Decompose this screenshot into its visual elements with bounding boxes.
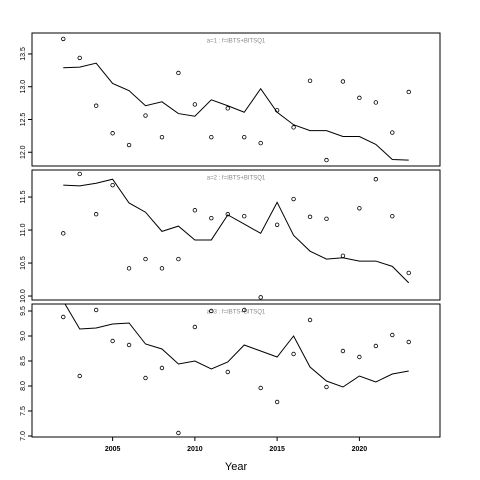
data-point	[307, 214, 313, 220]
data-point	[340, 253, 346, 258]
data-point	[258, 385, 263, 391]
data-point	[126, 342, 132, 348]
data-point	[307, 317, 313, 323]
data-point	[324, 384, 329, 390]
data-point	[373, 177, 379, 182]
data-point	[77, 55, 82, 61]
fit-line	[64, 304, 409, 388]
data-point	[126, 266, 132, 271]
panel-title: a=1 : f=IBTS+BITSQ1	[207, 39, 266, 45]
data-point	[390, 213, 395, 219]
panel-frame	[31, 169, 441, 301]
data-point	[77, 171, 82, 177]
y-tick-label: 9.5	[20, 306, 27, 316]
data-point	[390, 332, 395, 338]
y-tick-label: 9.0	[20, 331, 27, 341]
data-point	[176, 430, 181, 436]
data-point	[357, 95, 362, 101]
data-point	[390, 130, 395, 135]
data-point	[209, 215, 214, 221]
data-point	[209, 308, 214, 314]
data-point	[274, 222, 280, 227]
fit-line	[63, 62, 409, 161]
data-point	[225, 212, 230, 217]
y-tick-label: 7.0	[20, 431, 27, 441]
y-tick-label: 8.0	[20, 381, 27, 391]
x-axis-title: Year	[225, 461, 248, 473]
data-point	[192, 102, 198, 107]
data-point	[225, 106, 230, 111]
data-point	[242, 213, 247, 219]
panel-frame	[31, 303, 441, 438]
data-point	[357, 206, 362, 211]
panel-frame	[31, 32, 441, 167]
data-point	[242, 134, 247, 140]
data-point	[291, 196, 296, 202]
data-point	[406, 89, 411, 95]
x-tick-label: 2015	[269, 446, 285, 453]
data-point	[93, 307, 99, 313]
data-point	[225, 369, 230, 375]
y-tick-label: 13.5	[20, 47, 27, 61]
data-point	[307, 78, 313, 84]
data-point	[192, 324, 198, 330]
data-point	[126, 142, 132, 148]
data-point	[340, 348, 346, 354]
x-tick-label: 2005	[105, 446, 121, 453]
data-point	[110, 338, 115, 344]
data-point	[159, 365, 165, 371]
data-point	[61, 314, 66, 320]
data-point	[176, 70, 181, 76]
data-point	[291, 351, 296, 357]
data-point	[373, 100, 379, 105]
y-tick-label: 11.5	[20, 190, 27, 203]
panel-title: a=2 : f=IBTS+BITSQ1	[207, 176, 266, 182]
data-point	[373, 343, 379, 349]
data-point	[242, 307, 247, 313]
data-point	[143, 256, 148, 262]
data-point	[357, 354, 362, 360]
data-point	[291, 125, 296, 130]
y-tick-label: 11.0	[20, 223, 27, 236]
plot-area	[61, 171, 411, 300]
y-tick-label: 10.0	[20, 289, 27, 303]
data-point	[258, 140, 263, 146]
data-point	[110, 131, 115, 136]
data-point	[406, 270, 411, 276]
data-point	[143, 113, 148, 118]
fit-line	[63, 178, 410, 284]
data-point	[192, 208, 198, 213]
x-tick-label: 2010	[187, 446, 203, 453]
data-point	[61, 231, 66, 236]
data-point	[77, 373, 82, 379]
data-point	[176, 256, 181, 262]
data-point	[324, 157, 329, 163]
y-tick-label: 12.5	[20, 113, 27, 127]
y-tick-label: 12.0	[20, 145, 27, 159]
data-point	[143, 375, 148, 381]
data-point	[110, 182, 115, 188]
y-tick-label: 13.0	[20, 80, 27, 94]
data-point	[324, 216, 329, 222]
data-point	[159, 134, 165, 140]
data-point	[340, 79, 346, 84]
data-point	[159, 266, 165, 271]
y-tick-label: 10.5	[20, 256, 27, 270]
data-point	[406, 339, 411, 345]
data-point	[93, 103, 99, 108]
data-point	[258, 295, 263, 300]
panel-title: a=3 : f=IBTS+BITSQ1	[207, 310, 266, 316]
plot-area	[61, 36, 411, 163]
y-tick-label: 8.5	[20, 356, 27, 366]
data-point	[93, 212, 99, 217]
data-point	[209, 134, 214, 140]
y-tick-label: 7.5	[20, 406, 27, 416]
x-tick-label: 2020	[352, 446, 368, 453]
plot-area	[61, 304, 411, 436]
data-point	[274, 399, 280, 405]
data-point	[61, 36, 66, 42]
